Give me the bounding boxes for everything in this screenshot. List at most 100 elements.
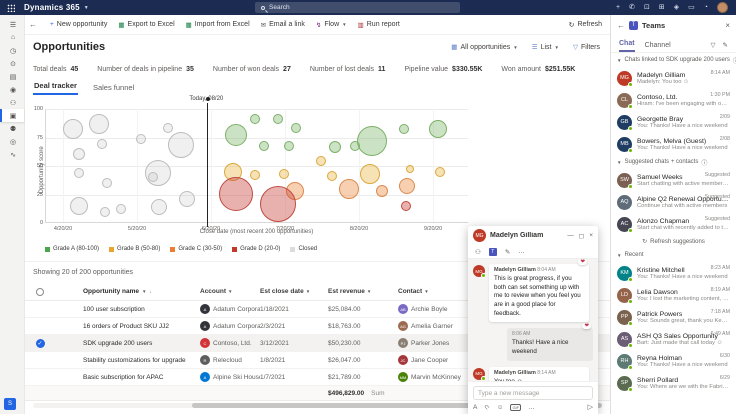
minimize-icon[interactable]: — [567,231,574,239]
chat-list-item[interactable]: SP Sherri Pollard You: Where are we with t… [611,372,736,394]
emoji-icon[interactable]: ☺ [496,403,504,411]
command-export-to-excel[interactable]: ▦ Export to Excel [118,21,174,29]
tab-sales-funnel[interactable]: Sales funnel [92,83,135,92]
filters-button[interactable]: ▽ Filters [572,43,600,52]
bubble-grade-b-50-80-[interactable] [278,168,289,179]
chat-list-item[interactable]: LD Lelia Dawson You: I lost the marketing … [611,284,736,306]
sidebar-item-accounts[interactable]: ◉ [0,83,24,96]
add-people-icon[interactable]: ⚇ [475,248,481,256]
account-cell[interactable]: A Alpine Ski House [200,372,260,382]
select-all-checkbox[interactable] [25,287,55,296]
back-button[interactable]: ← [29,20,37,29]
bubble-closed[interactable] [167,132,194,159]
teams-tab-channel[interactable]: Channel [644,42,671,49]
send-icon[interactable]: ▷ [587,404,593,411]
chat-list-item[interactable]: AQ Alpine Q2 Renewal Opportunity Continue … [611,191,736,213]
chat-list-item[interactable]: MG Madelyn Gilliam Madelyn: You too ☺ 8:14 … [611,67,736,89]
heart-reaction-icon[interactable]: ❤ [582,323,591,330]
scrollbar-thumb[interactable] [192,403,602,408]
refresh-button[interactable]: ↻ Refresh [569,21,602,29]
gif-icon[interactable]: GIF [510,403,522,411]
bubble-closed[interactable] [72,148,85,161]
column-header-est-close-date[interactable]: Est close date ▼ [260,288,328,295]
popout-icon[interactable]: ◻ [578,232,585,240]
bubble-grade-b-50-80-[interactable] [406,164,415,173]
horizontal-scrollbar[interactable] [33,403,602,408]
app-launcher-icon[interactable] [7,3,15,12]
panel-back-icon[interactable]: ← [617,20,625,30]
bubble-closed[interactable] [102,177,113,188]
bubble-closed[interactable] [178,190,195,207]
table-row[interactable]: ✓ SDK upgrade 200 users C Contoso, Ltd. 3/12… [25,335,610,352]
section-header[interactable]: ▼ Chats linked to SDK upgrade 200 users ⓘ [611,53,736,67]
app-title[interactable]: Dynamics 365 [24,3,80,12]
bubble-grade-d-20-0-[interactable] [219,177,254,212]
app-switcher-badge[interactable]: S [4,398,16,410]
contact-cell[interactable]: AG Amelia Garner [398,321,486,331]
chat-list-item[interactable]: GB Georgette Bray You: Thanks! Have a nice… [611,111,736,133]
bubble-grade-b-50-80-[interactable] [326,171,337,182]
message-input[interactable] [473,386,593,400]
bubble-grade-a-80-100-[interactable] [328,140,341,153]
bubble-grade-b-50-80-[interactable] [435,167,446,178]
sidebar-item-activities[interactable]: ▤ [0,70,24,83]
sidebar-item-home[interactable]: ⌂ [0,31,24,44]
teams-logo-icon[interactable]: T [488,247,497,256]
account-cell[interactable]: C Contoso, Ltd. [200,338,260,348]
security-icon[interactable]: ◈ [673,4,680,11]
bubble-grade-b-50-80-[interactable] [315,155,326,166]
column-header-account[interactable]: Account ▼ [200,288,260,295]
panel-close-icon[interactable]: × [725,20,730,30]
attach-icon[interactable]: ⊂ [482,403,491,412]
sidebar-item-contacts[interactable]: ⚇ [0,96,24,109]
sidebar-item-dashboards[interactable]: ∿ [0,148,24,161]
message-bubble[interactable]: 8:06 AM Thanks! Have a nice weekend ❤ [507,323,593,361]
chat-list-item[interactable]: MB Bowers, Melva (Guest) You: Thanks! Have… [611,133,736,155]
window-icon[interactable]: ▭ [688,4,695,11]
bubble-closed[interactable] [70,197,89,215]
chat-list-item[interactable]: PP Patrick Powers You: Sounds great, thank… [611,306,736,328]
bubble-closed[interactable] [89,114,110,135]
sidebar-item-opportunities[interactable]: ▣ [0,109,24,122]
apps-icon[interactable]: ⊞ [658,4,665,11]
bubble-closed[interactable] [100,207,111,218]
bubble-grade-a-80-100-[interactable] [272,114,283,125]
contact-cell[interactable]: AB Archie Boyle [398,304,486,314]
sidebar-item-recent[interactable]: ◷ [0,44,24,57]
chat-list-item[interactable]: CL Contoso, Ltd. Hiram: I've been engaging… [611,89,736,111]
bubble-grade-b-50-80-[interactable] [250,170,261,180]
layout-selector[interactable]: ☰ List ▼ [531,43,559,52]
opportunity-name[interactable]: Stability customizations for upgrade [83,356,186,364]
chat-list-item[interactable]: SW Samuel Weeks Start chatting with active… [611,169,736,191]
sidebar-item-pinned[interactable]: ⊙ [0,57,24,70]
table-row[interactable]: 16 orders of Product SKU JJ2 A Adatum Corp… [25,318,610,335]
bubble-grade-a-80-100-[interactable] [291,123,302,134]
command-run-report[interactable]: ▥ Run report [358,21,400,29]
bubble-grade-c-30-50-[interactable] [399,177,416,194]
command-email-a-link[interactable]: ✉ Email a link [261,21,305,29]
bubble-grade-a-80-100-[interactable] [357,126,388,157]
bubble-grade-b-50-80-[interactable] [360,163,381,184]
device-icon[interactable]: ⊡ [644,4,650,11]
close-icon[interactable]: × [589,231,593,239]
more-compose-icon[interactable]: … [528,403,535,411]
bubble-closed[interactable] [163,123,174,134]
format-icon[interactable]: A [473,403,478,411]
quick-create-icon[interactable]: + [616,4,621,11]
opportunity-name[interactable]: 100 user subscription [83,305,145,313]
filter-icon[interactable]: ▽ [710,42,716,49]
opportunity-name[interactable]: Basic subscription for APAC [83,373,164,381]
bubble-grade-a-80-100-[interactable] [259,141,270,152]
chat-list-item[interactable]: RH Reyna Holman You: Thanks! Have a nice w… [611,350,736,372]
bubble-plot[interactable]: 0 25 50 75 100 4/20/20 5/20/20 6/20/20 7/20/20 8/… [34,97,468,232]
new-chat-icon[interactable]: ✎ [722,42,728,49]
global-search-input[interactable]: Search [255,2,460,13]
bubble-grade-c-30-50-[interactable] [339,179,360,200]
bubble-closed[interactable] [97,138,108,149]
view-selector[interactable]: ▦ All opportunities ▼ [451,43,518,52]
contact-cell[interactable]: PJ Parker Jones [398,338,486,348]
refresh-suggestions-button[interactable]: ↻ Refresh suggestions [611,235,736,248]
table-row[interactable]: Basic subscription for APAC A Alpine Ski H… [25,369,610,386]
table-row[interactable]: Stability customizations for upgrade R Rel… [25,352,610,369]
